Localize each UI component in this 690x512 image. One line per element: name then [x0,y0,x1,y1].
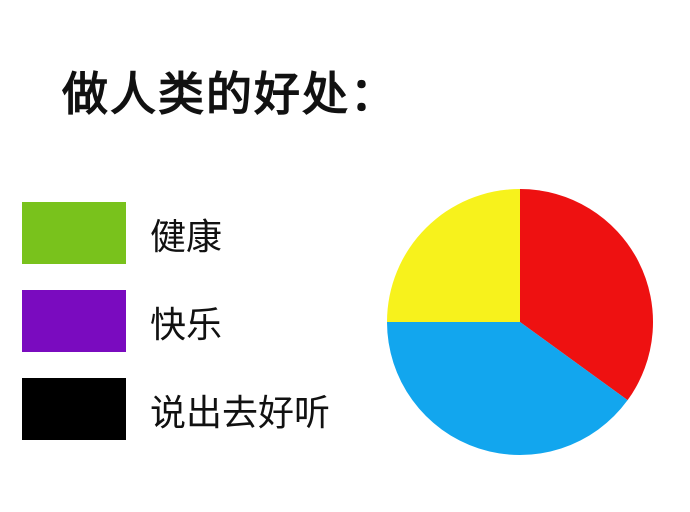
legend-label-sounds-good: 说出去好听 [150,393,331,434]
legend-item-health: 健康 [22,202,382,266]
legend-item-sounds-good: 说出去好听 [22,378,382,442]
legend-label-happiness: 快乐 [150,305,223,346]
chart-title: 做人类的好处： [62,67,398,121]
pie-chart [387,189,654,456]
pie-slice-3 [387,189,520,322]
legend-item-happiness: 快乐 [22,290,382,354]
legend-swatch-sounds-good [22,378,126,440]
legend-swatch-health [22,202,126,264]
pie-slice-2 [387,322,628,456]
legend-swatch-happiness [22,290,126,352]
pie-slice-1 [520,189,654,401]
legend-label-health: 健康 [150,217,223,258]
